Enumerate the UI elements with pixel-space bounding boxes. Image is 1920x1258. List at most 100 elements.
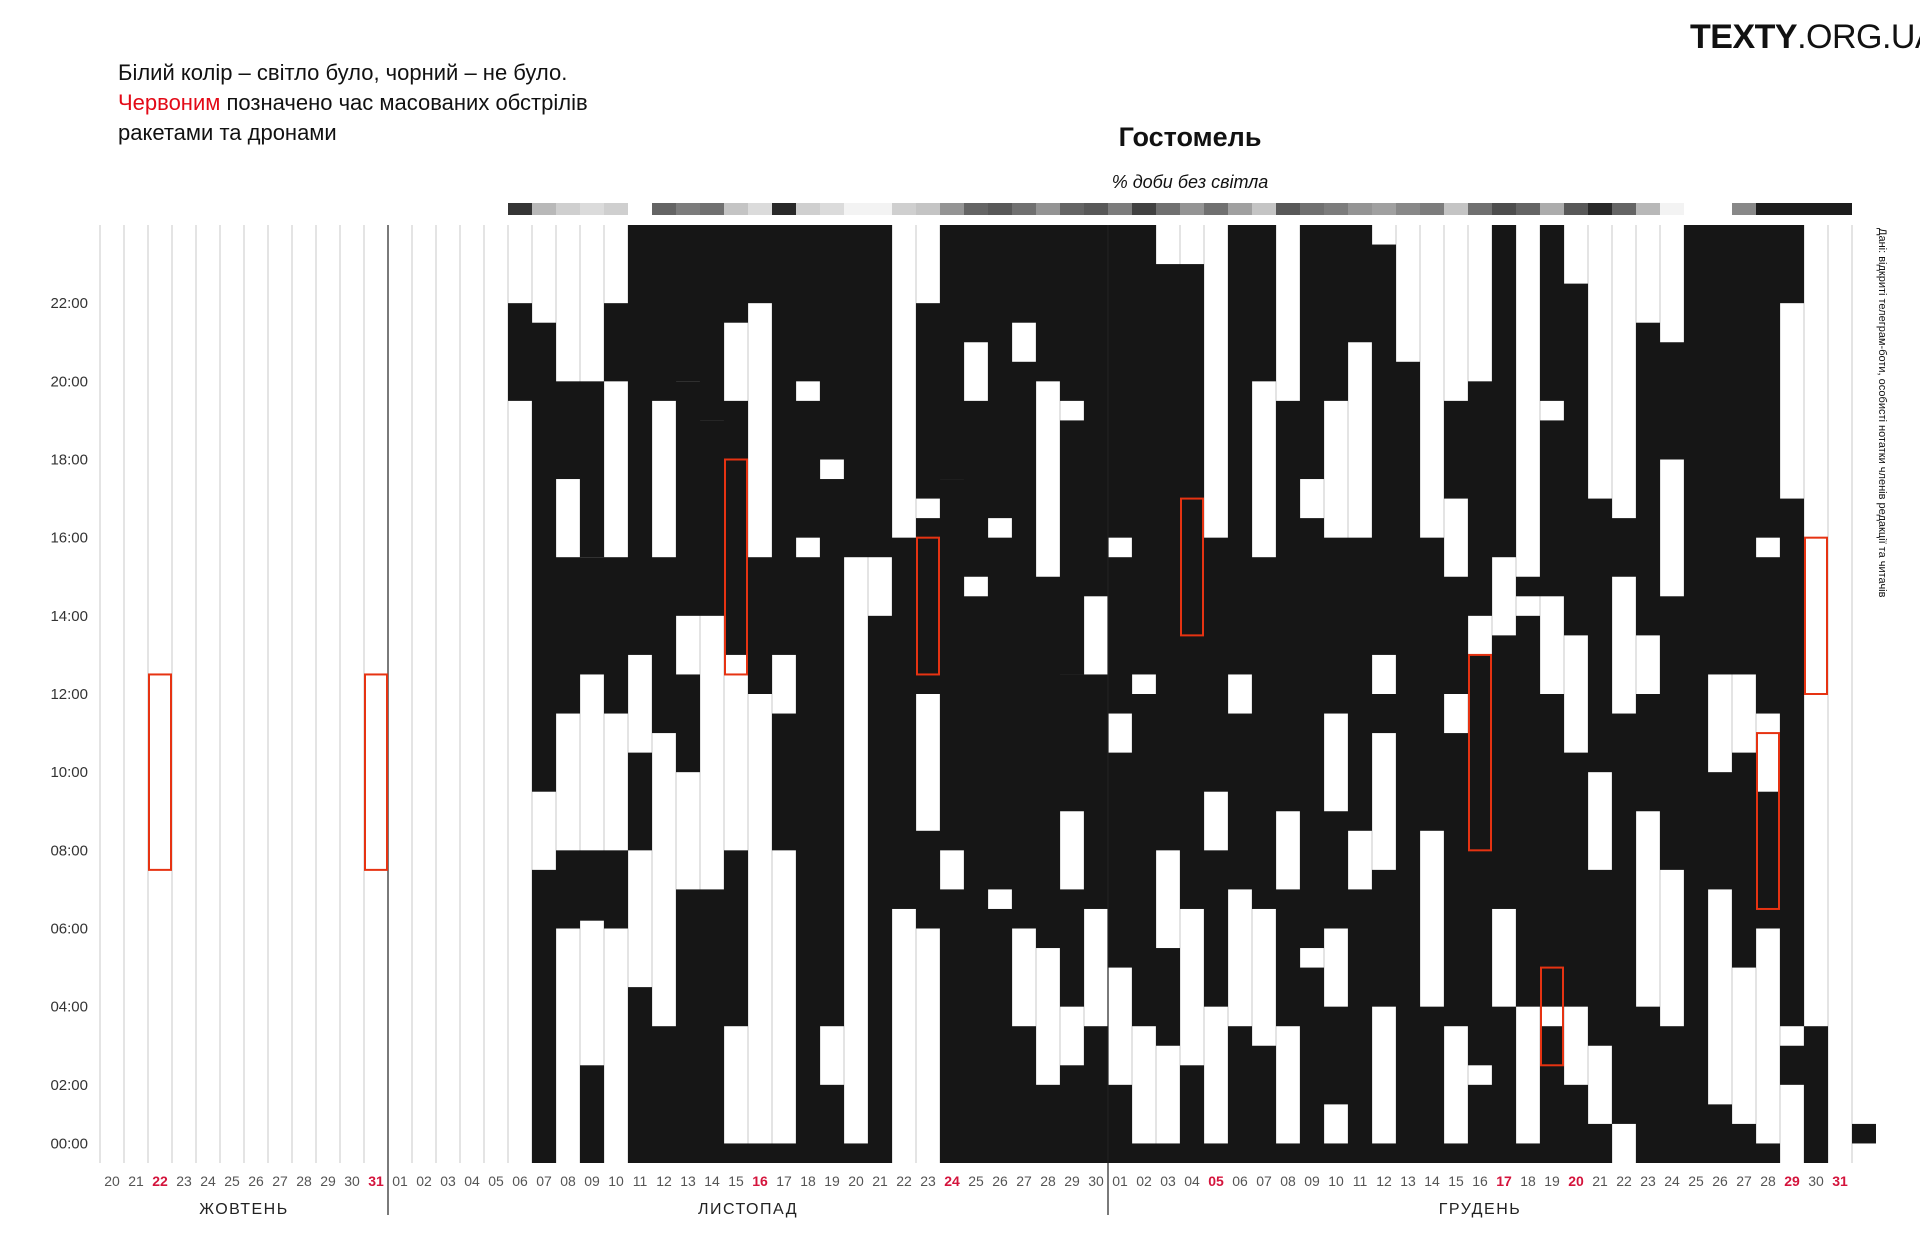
y-tick-label: 02:00 bbox=[50, 1077, 88, 1094]
outage-bar bbox=[916, 518, 940, 694]
brand-bold: TEXTY bbox=[1690, 18, 1798, 56]
percent-cell bbox=[964, 203, 988, 215]
outage-bar bbox=[1372, 244, 1396, 655]
percent-cell bbox=[1756, 203, 1780, 215]
outage-bar bbox=[1804, 1026, 1828, 1163]
intro-line-2-rest: позначено час масованих обстрілів bbox=[220, 90, 588, 115]
outage-bar bbox=[1564, 752, 1588, 1007]
outage-bar bbox=[868, 225, 892, 558]
percent-cell bbox=[580, 203, 604, 215]
x-tick-label: 23 bbox=[176, 1173, 192, 1189]
x-tick-label: 04 bbox=[464, 1173, 480, 1189]
percent-cell bbox=[316, 203, 340, 215]
outage-bar bbox=[1756, 791, 1780, 929]
x-tick-label: 04 bbox=[1184, 1173, 1200, 1189]
outage-bar bbox=[1516, 576, 1540, 597]
outage-bar bbox=[1060, 889, 1084, 1007]
x-tick-label: 31 bbox=[1832, 1173, 1848, 1189]
percent-cell bbox=[604, 203, 628, 215]
outage-bar bbox=[676, 889, 700, 1163]
outage-bar bbox=[580, 557, 604, 675]
outage-bar bbox=[1300, 225, 1324, 480]
percent-cell bbox=[1324, 203, 1348, 215]
outage-bar bbox=[940, 889, 964, 1163]
percent-cell bbox=[1444, 203, 1468, 215]
x-tick-label: 26 bbox=[1712, 1173, 1728, 1189]
outage-bar bbox=[1516, 1143, 1540, 1163]
x-tick-label: 29 bbox=[1784, 1173, 1800, 1189]
y-tick-label: 18:00 bbox=[50, 452, 88, 469]
x-tick-label: 22 bbox=[152, 1173, 168, 1189]
y-tick-label: 08:00 bbox=[50, 842, 88, 859]
outage-bar bbox=[1492, 635, 1516, 909]
outage-bar bbox=[1180, 694, 1204, 909]
outage-bar bbox=[940, 225, 964, 480]
x-tick-label: 18 bbox=[1520, 1173, 1536, 1189]
intro-line-3: ракетами та дронами bbox=[118, 120, 337, 145]
outage-bar bbox=[1036, 1084, 1060, 1163]
x-tick-label: 02 bbox=[416, 1173, 432, 1189]
shelling-marker bbox=[148, 673, 172, 871]
outage-bar bbox=[1132, 694, 1156, 1027]
x-tick-label: 14 bbox=[1424, 1173, 1440, 1189]
outage-bar bbox=[1060, 674, 1084, 812]
x-tick-label: 30 bbox=[1808, 1173, 1824, 1189]
x-tick-label: 21 bbox=[1592, 1173, 1608, 1189]
x-tick-label: 11 bbox=[1353, 1173, 1368, 1189]
percent-cell bbox=[1348, 203, 1372, 215]
intro-line-2: Червоним позначено час масованих обстріл… bbox=[118, 88, 588, 118]
outage-bar bbox=[1588, 1123, 1612, 1163]
outage-bar bbox=[628, 987, 652, 1163]
percent-cell bbox=[1276, 203, 1300, 215]
percent-cell bbox=[1708, 203, 1732, 215]
percent-cell bbox=[532, 203, 556, 215]
outage-bar bbox=[1204, 537, 1228, 694]
outage-bar bbox=[748, 1143, 772, 1163]
outage-bar bbox=[604, 303, 628, 382]
percent-cell bbox=[652, 203, 676, 215]
outage-bar bbox=[676, 381, 700, 616]
outage-bar bbox=[1756, 225, 1780, 538]
x-tick-label: 21 bbox=[128, 1173, 144, 1189]
percent-cell bbox=[460, 203, 484, 215]
outage-bar bbox=[1636, 694, 1660, 812]
percent-cell bbox=[1828, 203, 1852, 215]
percent-cell bbox=[1156, 203, 1180, 215]
x-tick-label: 23 bbox=[1640, 1173, 1656, 1189]
percent-cell bbox=[1804, 203, 1828, 215]
outage-bar bbox=[628, 752, 652, 851]
outage-bar bbox=[604, 557, 628, 714]
outage-bar bbox=[1516, 615, 1540, 1007]
outage-bar bbox=[1396, 361, 1420, 694]
percent-cell bbox=[1060, 203, 1084, 215]
intro-line-1: Білий колір – світло було, чорний – не б… bbox=[118, 60, 568, 85]
shelling-marker bbox=[1468, 653, 1492, 852]
percent-cell bbox=[940, 203, 964, 215]
y-tick-label: 22:00 bbox=[50, 295, 88, 312]
outage-bar bbox=[748, 557, 772, 694]
outage-bar bbox=[1108, 557, 1132, 714]
x-tick-label: 13 bbox=[680, 1173, 696, 1189]
percent-cell bbox=[700, 203, 724, 215]
outage-bar bbox=[532, 869, 556, 1163]
percent-cell bbox=[1396, 203, 1420, 215]
outage-bar bbox=[1204, 850, 1228, 1007]
outage-bar bbox=[796, 400, 820, 538]
x-tick-label: 11 bbox=[633, 1173, 648, 1189]
outage-bar bbox=[1660, 1026, 1684, 1163]
outage-bar bbox=[1228, 1026, 1252, 1163]
percent-cell bbox=[1588, 203, 1612, 215]
outage-bar bbox=[1564, 1084, 1588, 1163]
outage-bar bbox=[580, 381, 604, 558]
x-tick-label: 13 bbox=[1400, 1173, 1416, 1189]
percent-cell bbox=[1012, 203, 1036, 215]
percent-cell bbox=[436, 203, 460, 215]
x-tick-label: 14 bbox=[704, 1173, 720, 1189]
percent-cell bbox=[868, 203, 892, 215]
outage-bar bbox=[844, 1143, 868, 1163]
shelling-marker bbox=[1804, 536, 1828, 696]
percent-cell bbox=[1372, 203, 1396, 215]
x-tick-label: 15 bbox=[728, 1173, 744, 1189]
outage-bar bbox=[1588, 498, 1612, 773]
x-tick-label: 05 bbox=[1208, 1173, 1224, 1189]
